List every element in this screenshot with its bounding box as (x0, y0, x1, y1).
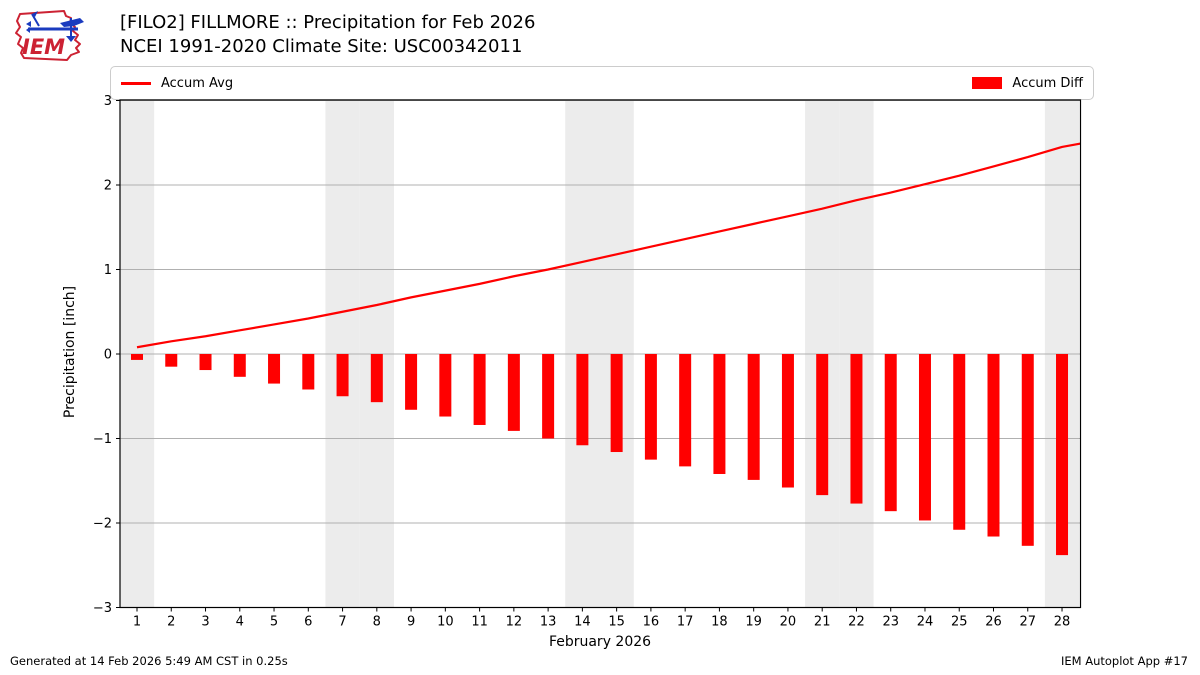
legend-label-accum-avg: Accum Avg (161, 75, 234, 91)
x-tick-label: 23 (882, 615, 899, 630)
x-tick-label: 19 (745, 615, 762, 630)
x-tick-label: 18 (711, 615, 728, 630)
chart-header: [FILO2] FILLMORE :: Precipitation for Fe… (120, 11, 535, 59)
x-tick-label: 1 (133, 615, 141, 630)
iem-logo: IEM (15, 10, 84, 61)
x-tick-label: 9 (407, 615, 415, 630)
chart-subtitle: NCEI 1991-2020 Climate Site: USC00342011 (120, 36, 523, 57)
x-tick-label: 3 (201, 615, 209, 630)
x-tick-label: 12 (506, 615, 523, 630)
x-tick-label: 11 (471, 615, 488, 630)
x-tick-label: 27 (1019, 615, 1036, 630)
accum-diff-bar (199, 354, 212, 371)
accum-diff-bar (439, 354, 452, 417)
accum-diff-bar (370, 354, 383, 403)
accum-diff-bar (850, 354, 863, 504)
accum-diff-bar (405, 354, 418, 410)
weathervane-icon (26, 11, 84, 42)
x-tick-label: 8 (373, 615, 381, 630)
y-tick-label: −2 (93, 517, 112, 532)
x-tick-label: 14 (574, 615, 591, 630)
accum-diff-bar (644, 354, 657, 460)
accum-diff-bar-swatch (972, 77, 1003, 89)
accum-diff-bar (233, 354, 246, 377)
y-tick-label: 2 (104, 179, 112, 194)
accum-diff-bar (507, 354, 520, 431)
accum-diff-bar (781, 354, 794, 488)
accum-diff-bar (131, 354, 143, 360)
y-tick-label: −3 (93, 601, 112, 616)
y-tick-label: 3 (104, 94, 112, 109)
accum-diff-bar (302, 354, 315, 390)
x-tick-label: 16 (643, 615, 660, 630)
legend-item-accum-avg: Accum Avg (121, 76, 233, 91)
accum-diff-bar (747, 354, 760, 480)
accum-diff-bar (336, 354, 349, 397)
x-tick-label: 13 (540, 615, 557, 630)
x-tick-label: 22 (848, 615, 865, 630)
x-tick-label: 5 (270, 615, 278, 630)
accum-diff-bar (473, 354, 486, 425)
x-tick-label: 10 (437, 615, 454, 630)
legend-label-accum-diff: Accum Diff (1012, 75, 1083, 91)
y-tick-label: 0 (104, 348, 112, 363)
x-tick-label: 17 (677, 615, 694, 630)
chart-title: [FILO2] FILLMORE :: Precipitation for Fe… (120, 12, 536, 33)
accum-diff-bar (576, 354, 589, 446)
accum-diff-bar (1021, 354, 1034, 546)
x-tick-label: 2 (167, 615, 175, 630)
x-tick-label: 28 (1054, 615, 1071, 630)
accum-diff-bar (1056, 354, 1069, 556)
x-tick-label: 4 (236, 615, 244, 630)
x-tick-label: 26 (985, 615, 1002, 630)
accum-diff-bar (542, 354, 555, 439)
legend: Accum Avg Accum Diff (110, 66, 1094, 100)
accum-diff-bar (679, 354, 692, 467)
x-tick-label: 21 (814, 615, 831, 630)
accum-diff-bar (987, 354, 1000, 537)
legend-item-accum-diff: Accum Diff (972, 76, 1083, 91)
accum-avg-line (136, 142, 1081, 349)
y-tick-label: 1 (104, 263, 112, 278)
x-axis-label: February 2026 (548, 634, 652, 650)
x-tick-label: 15 (608, 615, 625, 630)
accum-diff-bar (610, 354, 623, 453)
x-tick-label: 25 (951, 615, 968, 630)
accum-diff-bar (165, 354, 178, 367)
accum-diff-bar (268, 354, 281, 384)
accum-diff-bar (713, 354, 726, 474)
accum-avg-line-swatch (121, 81, 151, 85)
x-tick-label: 6 (304, 615, 312, 630)
x-tick-label: 7 (338, 615, 346, 630)
generated-at-text: Generated at 14 Feb 2026 5:49 AM CST in … (10, 654, 288, 668)
x-tick-label: 20 (780, 615, 797, 630)
accum-diff-bar (884, 354, 897, 512)
accum-diff-bar (816, 354, 829, 496)
x-tick-label: 24 (917, 615, 934, 630)
logo-text: IEM (22, 35, 65, 59)
y-tick-label: −1 (93, 432, 112, 447)
accum-diff-bar (953, 354, 966, 530)
app-credit-text: IEM Autoplot App #17 (1060, 654, 1188, 668)
accum-diff-bar (918, 354, 931, 521)
